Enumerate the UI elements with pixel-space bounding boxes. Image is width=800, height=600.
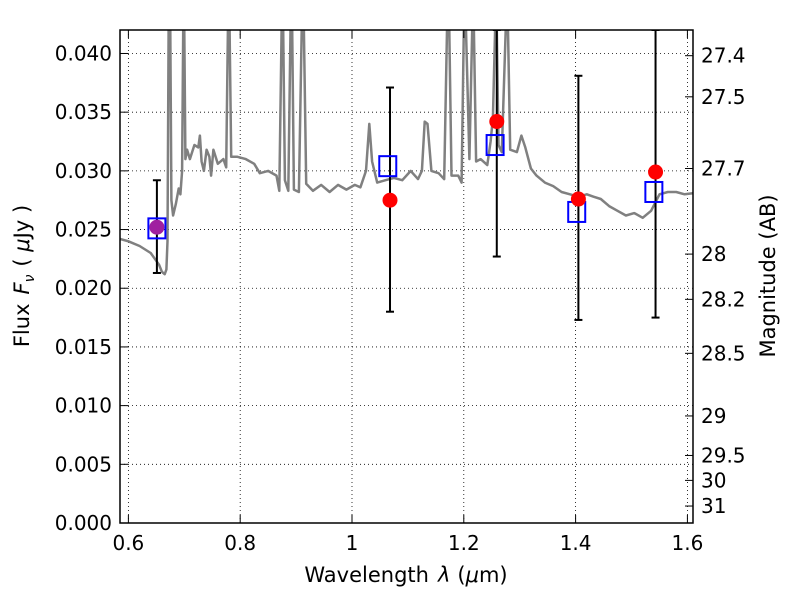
y2-tick-label: 29 [701, 404, 726, 428]
model-band-square [644, 180, 664, 203]
x-tick-label: 0.8 [224, 531, 256, 555]
model-spectrum-line [120, 30, 693, 276]
axis-ticks: 0.6 0.8 1 1.2 1.4 1.6 0.000 0.005 0.010 0.015 0.02… [55, 30, 746, 555]
x-tick-label: 1.4 [560, 531, 592, 555]
x-tick-label: 1.6 [672, 531, 704, 555]
plot-frame [119, 29, 694, 524]
observed-point [570, 191, 586, 207]
y-tick-label: 0.035 [55, 100, 112, 124]
observed-point [382, 192, 398, 208]
y2-tick-label: 29.5 [701, 443, 746, 467]
y-tick-label: 0.010 [55, 394, 112, 418]
y2-tick-label: 27.5 [701, 85, 746, 109]
model-band-square [485, 134, 505, 157]
y2-tick-label: 30 [701, 468, 726, 492]
y-tick-label: 0.030 [55, 159, 112, 183]
y-tick-label: 0.020 [55, 276, 112, 300]
y-tick-label: 0.040 [55, 41, 112, 65]
y2-tick-label: 27.7 [701, 157, 746, 181]
y2-tick-label: 28.2 [701, 287, 746, 311]
y-tick-label: 0.005 [55, 452, 112, 476]
model-band-square [147, 217, 167, 240]
y-tick-label: 0.015 [55, 335, 112, 359]
y2-axis-label: Magnitude (AB) [756, 194, 780, 357]
y2-tick-label: 27.4 [701, 44, 746, 68]
y2-tick-label: 28 [701, 242, 726, 266]
y-tick-label: 0.025 [55, 218, 112, 242]
y-axis-label: FluxFν( μJy ) [10, 205, 38, 347]
y-tick-label: 0.000 [55, 511, 112, 535]
x-tick-label: 1.2 [448, 531, 480, 555]
y2-tick-label: 28.5 [701, 341, 746, 365]
model-band-square [378, 155, 398, 178]
observed-point [489, 114, 505, 130]
observed-point [648, 164, 664, 180]
y2-tick-label: 31 [701, 494, 726, 518]
x-axis-label: Wavelength λ (μm) [304, 563, 507, 587]
observed-point [149, 219, 165, 235]
x-tick-label: 0.6 [112, 531, 144, 555]
x-tick-label: 1 [346, 531, 359, 555]
plot-area [120, 30, 693, 321]
